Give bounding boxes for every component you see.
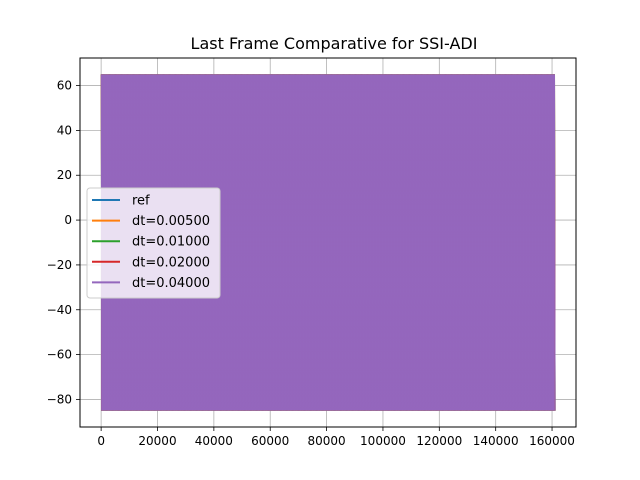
legend-label: dt=0.02000 [132,255,210,270]
y-tick-label: 40 [57,123,72,137]
y-tick-label: −40 [47,303,72,317]
y-tick-label: −20 [47,258,72,272]
y-tick-label: 20 [57,168,72,182]
legend-label: dt=0.04000 [132,276,210,291]
plot-frame [79,57,577,428]
x-tick-label: 140000 [473,434,519,448]
legend-label: dt=0.00500 [132,214,210,229]
x-tick-label: 60000 [251,434,289,448]
chart-title: Last Frame Comparative for SSI-ADI [191,34,478,53]
x-tick-label: 120000 [416,434,462,448]
legend-label: dt=0.01000 [132,235,210,250]
legend: ref dt=0.00500 dt=0.01000 dt=0.02000 dt=0.04… [86,187,221,299]
legend-item: dt=0.01000 [92,235,210,250]
legend-label: ref [132,194,150,209]
y-tick-label: −60 [47,348,72,362]
y-tick-label: −80 [47,392,72,406]
series-group [100,74,556,411]
legend-item: dt=0.00500 [92,214,210,229]
x-tick-label: 0 [97,434,105,448]
x-tick-label: 160000 [529,434,575,448]
axis-ticks: 0 20000 40000 60000 80000 100000 120000 140000 1… [47,79,575,448]
x-tick-label: 80000 [307,434,345,448]
legend-item: ref [92,194,150,209]
legend-item: dt=0.02000 [92,255,210,270]
y-tick-label: 0 [64,213,72,227]
y-tick-label: 60 [57,79,72,93]
x-tick-label: 40000 [195,434,233,448]
x-tick-label: 100000 [360,434,406,448]
legend-box [86,187,221,299]
legend-item: dt=0.04000 [92,276,210,291]
x-tick-label: 20000 [138,434,176,448]
